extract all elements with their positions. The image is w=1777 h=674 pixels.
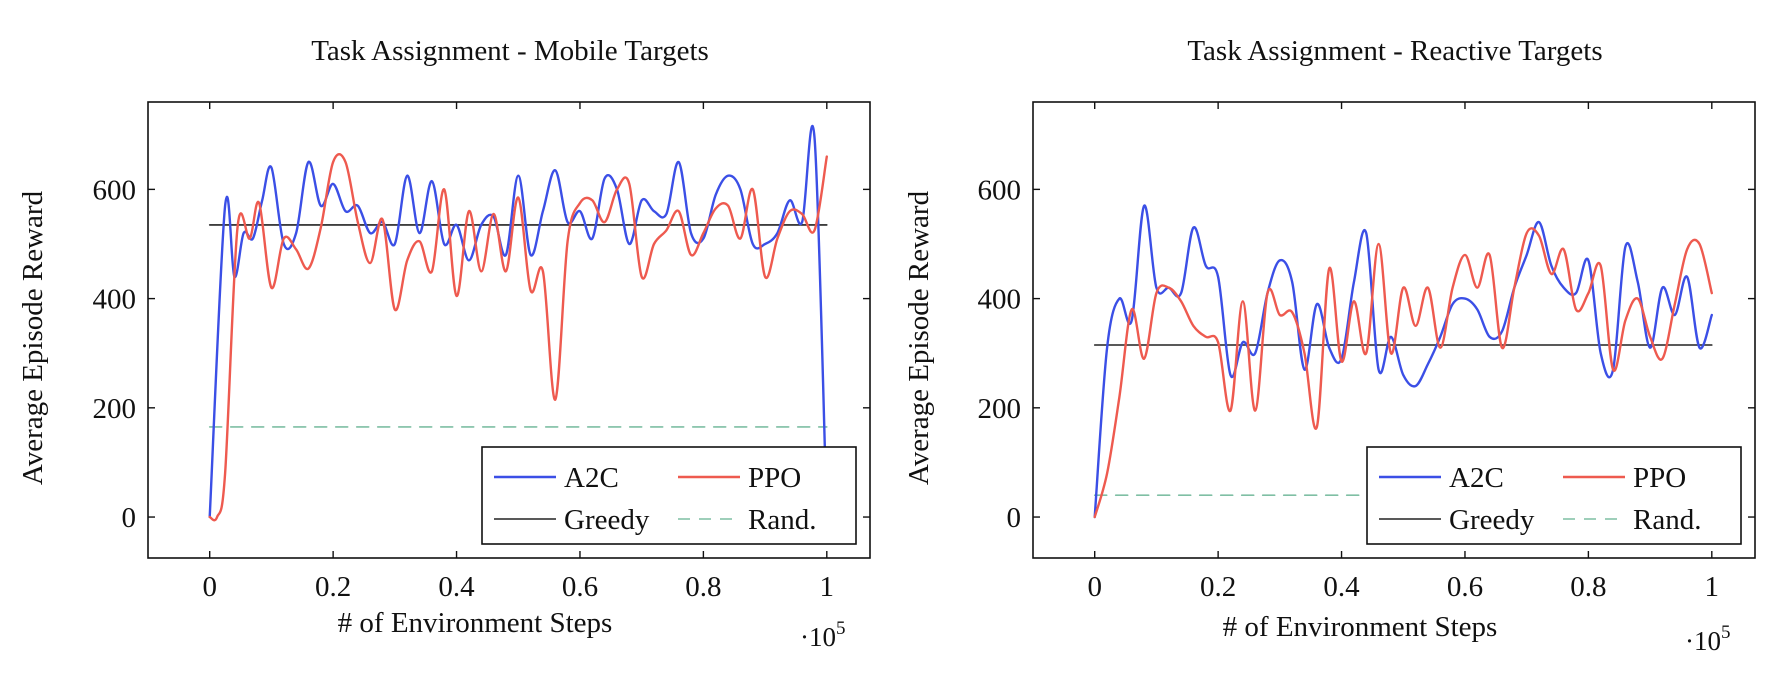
plot-frame xyxy=(147,101,871,559)
x-tick-label: 0 xyxy=(202,571,217,603)
chart-1: Task Assignment - Mobile Targets 0 0.2 0.4 0… xyxy=(17,35,871,652)
y-tick-label: 400 xyxy=(93,284,137,316)
x-scale-factor: ·105 xyxy=(800,618,846,652)
legend-box xyxy=(1366,446,1742,545)
y-tick-label: 200 xyxy=(93,393,137,425)
legend-label-greedy: Greedy xyxy=(564,504,650,536)
y-tick-label: 600 xyxy=(93,174,137,206)
x-axis-label: # of Environment Steps xyxy=(1223,611,1498,643)
legend: A2C PPO Greedy Rand. xyxy=(1366,446,1742,545)
y-tick-label: 0 xyxy=(122,502,137,534)
plot-series xyxy=(208,124,828,522)
y-tick-label: 200 xyxy=(978,393,1022,425)
x-tick-label: 0.2 xyxy=(315,571,351,603)
y-tick-label: 600 xyxy=(978,174,1022,206)
legend-box xyxy=(481,446,857,545)
x-scale-exponent: 5 xyxy=(836,618,846,639)
y-axis-label: Average Episode Reward xyxy=(17,190,49,485)
x-tick-label: 0.2 xyxy=(1200,571,1236,603)
chart-2: Task Assignment - Reactive Targets 0 0.2 0.… xyxy=(903,35,1756,656)
x-scale-base: ·10 xyxy=(1685,626,1721,656)
chart-title: Task Assignment - Mobile Targets xyxy=(311,35,709,67)
y-axis-label: Average Episode Reward xyxy=(903,190,935,485)
x-tick-label: 0 xyxy=(1087,571,1102,603)
x-scale-factor: ·105 xyxy=(1685,622,1731,656)
x-axis-label: # of Environment Steps xyxy=(338,607,613,639)
series-line-ppo xyxy=(1093,227,1713,519)
y-tick-label: 400 xyxy=(978,284,1022,316)
series-line-ppo xyxy=(208,153,828,522)
legend-label-greedy: Greedy xyxy=(1449,504,1535,536)
x-scale-exponent: 5 xyxy=(1721,622,1731,643)
legend-label-rand: Rand. xyxy=(1633,504,1701,536)
chart-title: Task Assignment - Reactive Targets xyxy=(1187,35,1602,67)
legend-label-ppo: PPO xyxy=(1633,462,1686,494)
x-scale-base: ·10 xyxy=(800,622,836,652)
plot-frame xyxy=(1032,101,1756,559)
x-tick-label: 0.8 xyxy=(685,571,721,603)
x-tick-label: 1 xyxy=(820,571,835,603)
legend: A2C PPO Greedy Rand. xyxy=(481,446,857,545)
x-tick-label: 0.6 xyxy=(1447,571,1483,603)
x-tick-label: 0.6 xyxy=(562,571,598,603)
y-tick-label: 0 xyxy=(1007,502,1022,534)
legend-label-a2c: A2C xyxy=(1449,462,1504,494)
legend-label-a2c: A2C xyxy=(564,462,619,494)
x-tick-label: 1 xyxy=(1705,571,1720,603)
x-tick-label: 0.4 xyxy=(1323,571,1360,603)
x-tick-label: 0.8 xyxy=(1570,571,1606,603)
legend-label-rand: Rand. xyxy=(748,504,816,536)
legend-label-ppo: PPO xyxy=(748,462,801,494)
x-tick-label: 0.4 xyxy=(438,571,475,603)
